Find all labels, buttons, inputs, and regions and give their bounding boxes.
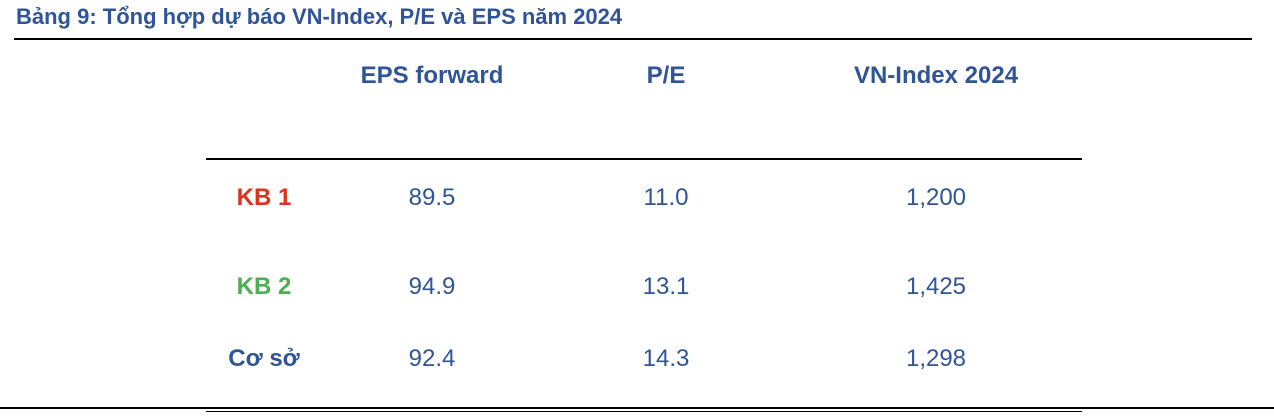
bottom-divider xyxy=(0,407,1274,409)
cell-vnindex-kb2: 1,425 xyxy=(905,273,967,300)
cell-vnindex-kb1: 1,200 xyxy=(905,184,967,211)
header-vnindex-2024: VN-Index 2024 xyxy=(853,62,1019,89)
header-pe: P/E xyxy=(646,62,686,89)
header-divider xyxy=(206,158,1082,160)
row-label-kb2: KB 2 xyxy=(236,273,292,300)
cell-eps-kb1: 89.5 xyxy=(408,184,456,211)
table-title: Bảng 9: Tổng hợp dự báo VN-Index, P/E và… xyxy=(16,4,623,29)
header-eps-forward: EPS forward xyxy=(360,62,504,89)
row-label-base: Cơ sở xyxy=(228,345,300,372)
cell-eps-base: 92.4 xyxy=(408,345,456,372)
row-label-kb1: KB 1 xyxy=(236,184,292,211)
table-bottom-rule xyxy=(206,411,1082,412)
cell-pe-base: 14.3 xyxy=(642,345,690,372)
cell-pe-kb2: 13.1 xyxy=(642,273,690,300)
cell-vnindex-base: 1,298 xyxy=(905,345,967,372)
title-divider xyxy=(14,38,1252,40)
cell-eps-kb2: 94.9 xyxy=(408,273,456,300)
cell-pe-kb1: 11.0 xyxy=(643,184,689,211)
